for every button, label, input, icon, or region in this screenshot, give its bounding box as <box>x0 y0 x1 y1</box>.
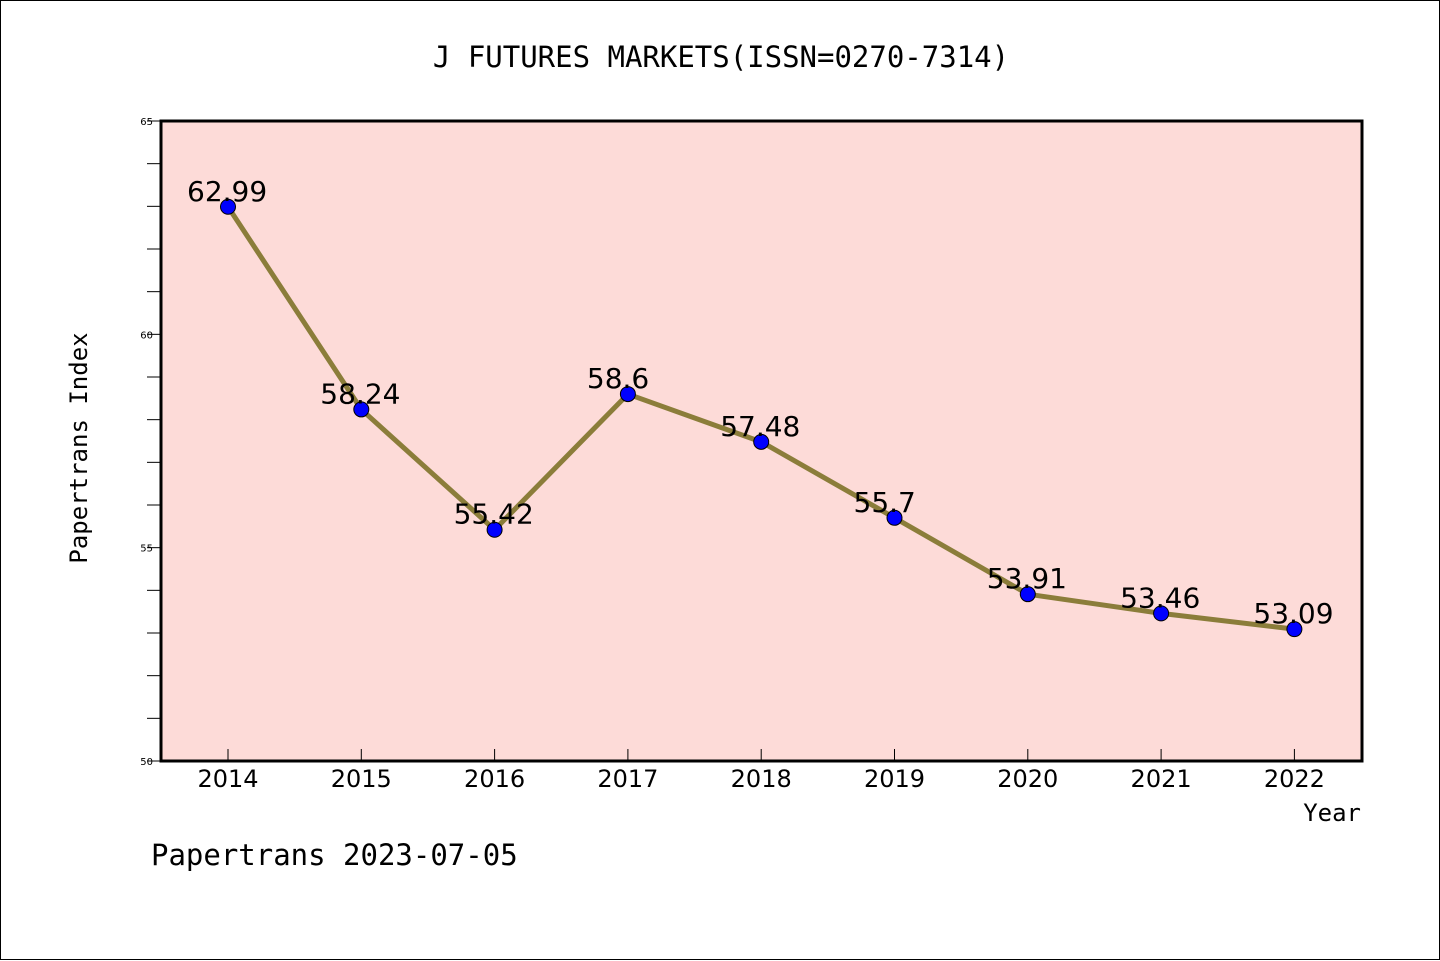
data-label: 53.91 <box>987 562 1067 595</box>
x-tick-label: 2019 <box>864 765 925 793</box>
data-point <box>1019 586 1036 603</box>
data-point <box>1286 621 1303 638</box>
x-axis-label: Year <box>1303 799 1361 827</box>
data-label: 58.6 <box>587 362 649 395</box>
data-label: 55.42 <box>454 498 534 531</box>
x-tick-label: 2016 <box>464 765 525 793</box>
x-tick-label: 2021 <box>1131 765 1192 793</box>
x-tick-label: 2015 <box>331 765 392 793</box>
x-tick-label: 2017 <box>597 765 658 793</box>
y-tick-label: 55 <box>140 544 153 555</box>
data-point <box>753 433 770 450</box>
x-tick-label: 2022 <box>1264 765 1325 793</box>
y-tick-label: 60 <box>140 330 153 341</box>
series-line-group: 62.99 58.24 55.42 58.6 57.48 55.7 53.91 53.46 53… <box>187 175 1334 638</box>
data-point <box>353 401 370 418</box>
data-label: 53.09 <box>1253 597 1333 630</box>
x-tick-label: 2020 <box>997 765 1058 793</box>
data-label: 62.99 <box>187 175 267 208</box>
y-tick-label: 65 <box>140 117 153 128</box>
y-axis: 50 55 60 65 <box>140 117 161 768</box>
data-point <box>886 509 903 526</box>
data-label: 53.46 <box>1120 581 1200 614</box>
x-axis: 2014 2015 2016 2017 2018 2019 2020 2021 2022 <box>197 749 1325 793</box>
x-tick-label: 2018 <box>731 765 792 793</box>
footer-credit: Papertrans 2023-07-05 <box>151 838 518 872</box>
data-point <box>619 386 636 403</box>
data-label: 58.24 <box>320 377 400 410</box>
data-point <box>486 521 503 538</box>
data-point <box>1153 605 1170 622</box>
data-point <box>220 198 236 215</box>
x-tick-label: 2014 <box>197 765 258 793</box>
data-label: 55.7 <box>854 486 916 519</box>
data-label: 57.48 <box>720 410 800 443</box>
chart-title: J FUTURES MARKETS(ISSN=0270-7314) <box>433 40 1009 74</box>
y-axis-label: Papertrans Index <box>65 332 93 563</box>
y-tick-label: 50 <box>140 757 153 768</box>
